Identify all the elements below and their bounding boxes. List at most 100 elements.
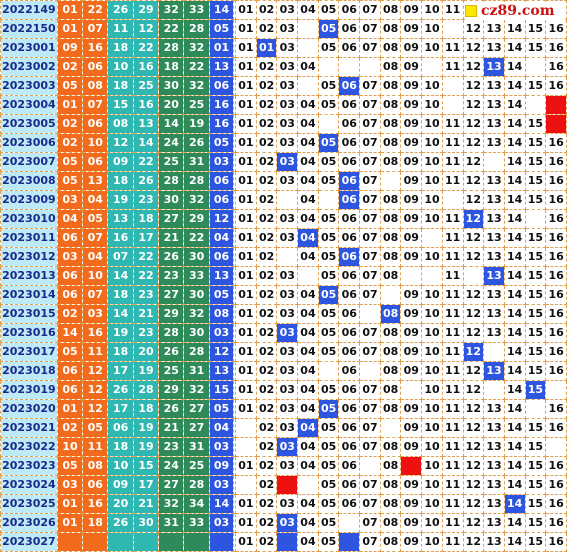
blue-distribution-cell: 11 <box>441 247 464 267</box>
blue-distribution-cell: 14 <box>503 38 526 58</box>
blue-distribution-cell: 02 <box>255 475 278 495</box>
issue-number: 2023025 <box>0 494 58 514</box>
blue-distribution-cell: 10 <box>421 361 443 381</box>
blue-hit-cell <box>400 456 423 476</box>
red-ball-number: 29 <box>183 209 210 229</box>
red-ball-number: 07 <box>82 19 109 39</box>
red-ball-number: 21 <box>132 304 160 324</box>
blue-distribution-cell: 09 <box>400 76 423 96</box>
blue-hit-cell <box>545 95 567 115</box>
blue-distribution-cell: 11 <box>441 342 464 362</box>
blue-hit-cell: 15 <box>524 380 547 400</box>
issue-number: 2023013 <box>0 266 58 286</box>
blue-distribution-cell: 08 <box>379 0 402 20</box>
red-ball-number: 02 <box>56 133 84 153</box>
red-ball-number: 18 <box>132 399 160 419</box>
blue-distribution-cell: 02 <box>255 19 278 39</box>
blue-distribution-cell: 16 <box>545 152 567 172</box>
blue-distribution-cell: 03 <box>276 342 299 362</box>
blue-distribution-cell: 14 <box>503 114 526 134</box>
blue-distribution-cell: 09 <box>400 247 423 267</box>
blue-distribution-cell: 06 <box>338 418 361 438</box>
blue-distribution-cell: 05 <box>317 171 340 191</box>
red-ball-number: 28 <box>183 475 210 495</box>
red-ball-number: 28 <box>183 342 210 362</box>
blue-distribution-cell: 11 <box>441 456 464 476</box>
blue-distribution-cell: 16 <box>545 38 567 58</box>
blue-distribution-cell: 11 <box>441 38 464 58</box>
red-ball-number: 06 <box>56 266 84 286</box>
blue-ball-number: 05 <box>208 399 235 419</box>
blue-distribution-cell <box>421 57 443 77</box>
blue-distribution-cell: 04 <box>297 171 319 191</box>
red-ball-number: 01 <box>56 19 84 39</box>
red-ball-number: 29 <box>158 304 185 324</box>
blue-distribution-cell: 09 <box>400 475 423 495</box>
blue-distribution-cell: 14 <box>503 380 526 400</box>
red-ball-number: 14 <box>107 304 134 324</box>
blue-distribution-cell: 16 <box>545 304 567 324</box>
blue-hit-cell: 06 <box>338 247 361 267</box>
draw-row: 2023007 05 06 09 22 25 31 03 01 02 03 04 05 06 07 08 09 1… <box>0 152 567 172</box>
blue-distribution-cell: 03 <box>276 57 299 77</box>
issue-number: 2023008 <box>0 171 58 191</box>
red-ball-number: 17 <box>107 399 134 419</box>
draw-row: 2023026 01 18 26 30 31 33 03 01 02 03 04 05 07 08 09 10 1… <box>0 513 567 533</box>
red-ball-number: 14 <box>158 114 185 134</box>
blue-distribution-cell: 15 <box>524 494 547 514</box>
blue-distribution-cell: 04 <box>297 399 319 419</box>
issue-number: 2023011 <box>0 228 58 248</box>
red-ball-number: 16 <box>132 95 160 115</box>
blue-distribution-cell: 09 <box>400 57 423 77</box>
issue-number: 2023010 <box>0 209 58 229</box>
blue-distribution-cell: 03 <box>276 285 299 305</box>
blue-distribution-cell: 01 <box>235 285 257 305</box>
red-ball-number: 23 <box>132 190 160 210</box>
blue-distribution-cell: 06 <box>338 228 361 248</box>
blue-distribution-cell: 04 <box>297 247 319 267</box>
blue-ball-number: 12 <box>208 342 235 362</box>
red-ball-number: 14 <box>56 323 84 343</box>
blue-distribution-cell: 02 <box>255 228 278 248</box>
blue-distribution-cell: 14 <box>503 513 526 533</box>
blue-distribution-cell: 08 <box>379 494 402 514</box>
blue-ball-number: 14 <box>208 494 235 514</box>
red-ball-number: 32 <box>183 190 210 210</box>
blue-distribution-cell: 08 <box>379 513 402 533</box>
blue-ball-number <box>208 532 235 552</box>
red-ball-number: 02 <box>56 418 84 438</box>
blue-distribution-cell: 11 <box>441 152 464 172</box>
blue-distribution-cell: 15 <box>524 19 547 39</box>
red-ball-number: 26 <box>158 399 185 419</box>
red-ball-number: 32 <box>183 76 210 96</box>
red-ball-number: 05 <box>82 209 109 229</box>
blue-distribution-cell: 16 <box>545 532 567 552</box>
red-ball-number: 25 <box>132 76 160 96</box>
blue-distribution-cell: 02 <box>255 266 278 286</box>
red-ball-number: 25 <box>158 152 185 172</box>
blue-distribution-cell <box>483 380 505 400</box>
blue-distribution-cell: 04 <box>297 494 319 514</box>
blue-distribution-cell: 02 <box>255 0 278 20</box>
blue-distribution-cell: 05 <box>317 247 340 267</box>
red-ball-number: 18 <box>107 171 134 191</box>
red-ball-number: 32 <box>183 38 210 58</box>
blue-distribution-cell: 10 <box>421 437 443 457</box>
blue-distribution-cell: 12 <box>462 323 485 343</box>
blue-distribution-cell: 10 <box>421 114 443 134</box>
blue-distribution-cell: 05 <box>317 380 340 400</box>
issue-number: 2023003 <box>0 76 58 96</box>
blue-distribution-cell: 03 <box>276 399 299 419</box>
blue-distribution-cell <box>483 342 505 362</box>
site-logo[interactable]: cz89.com <box>465 2 565 20</box>
blue-distribution-cell <box>441 190 464 210</box>
blue-distribution-cell: 04 <box>297 437 319 457</box>
blue-ball-number: 13 <box>208 266 235 286</box>
blue-ball-number: 03 <box>208 437 235 457</box>
red-ball-number: 04 <box>82 247 109 267</box>
blue-distribution-cell: 05 <box>317 38 340 58</box>
red-ball-number: 30 <box>183 285 210 305</box>
red-ball-number: 27 <box>158 475 185 495</box>
blue-distribution-cell: 07 <box>359 532 381 552</box>
blue-distribution-cell: 12 <box>462 228 485 248</box>
